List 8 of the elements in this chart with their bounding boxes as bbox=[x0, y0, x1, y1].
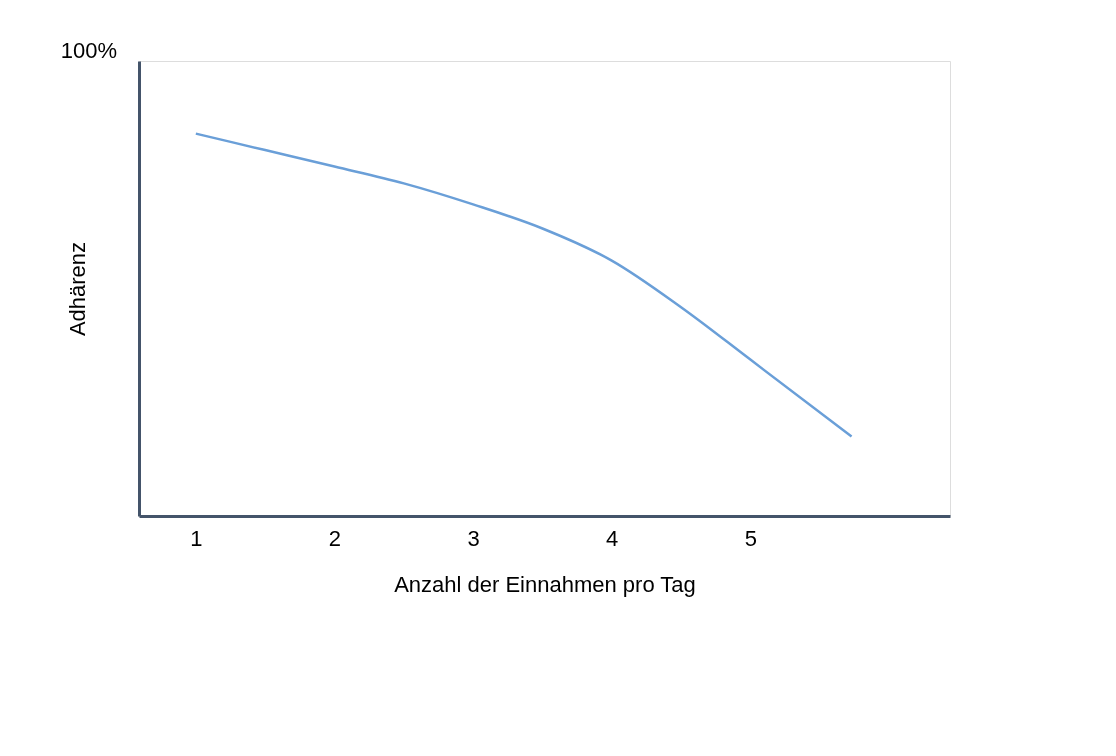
x-tick-label: 2 bbox=[328, 525, 342, 551]
x-tick-label: 1 bbox=[190, 525, 203, 551]
x-tick-label: 3 bbox=[467, 525, 480, 551]
x-tick-label: 4 bbox=[606, 525, 619, 551]
y-axis-title: Adhärenz bbox=[64, 241, 90, 337]
text: 100% bbox=[60, 38, 117, 63]
x-axis-title: Anzahl der Einnahmen pro Tag bbox=[394, 571, 696, 597]
x-tick-label: 5 bbox=[744, 525, 757, 551]
